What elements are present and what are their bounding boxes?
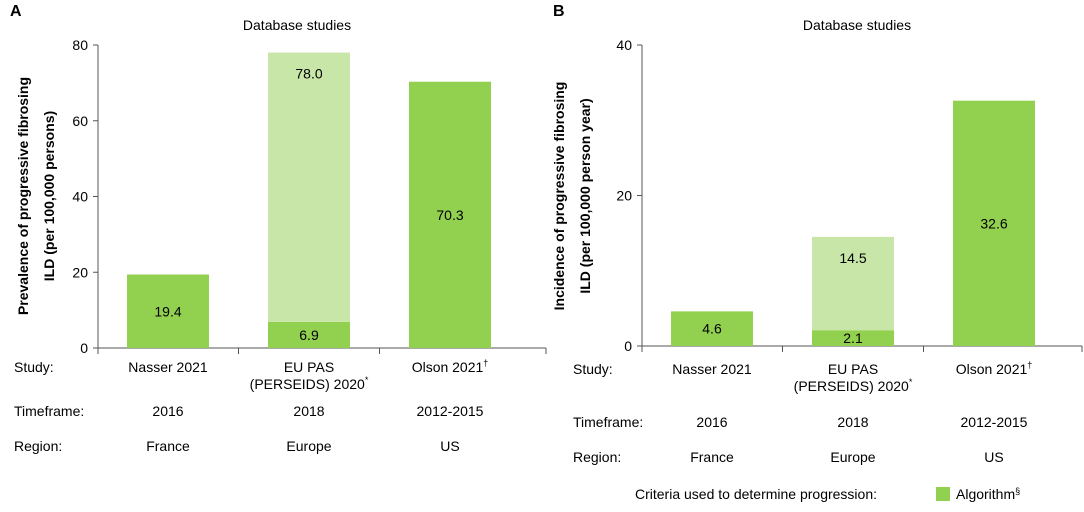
- bar-segment: [268, 52, 350, 322]
- chart-title: Database studies: [803, 17, 911, 33]
- timeframe-label: 2012-2015: [961, 414, 1028, 430]
- legend-item-sup: §: [1015, 486, 1020, 496]
- x-category-label: Nasser 2021: [672, 361, 752, 377]
- study-label-line2: (PERSEIDS) 2020: [794, 378, 909, 394]
- bar-segment: [812, 330, 894, 346]
- row-label-region: Region:: [573, 449, 621, 465]
- x-category-label: EU PAS (PERSEIDS) 2020*: [250, 359, 369, 392]
- legend-item-label: Algorithm: [956, 486, 1015, 502]
- y-tick-label: 20: [72, 264, 88, 280]
- data-label: 14.5: [839, 250, 866, 266]
- x-category-label: Nasser 2021: [128, 359, 208, 375]
- study-label: Nasser 2021: [672, 361, 752, 377]
- region-label: France: [146, 438, 190, 454]
- y-tick-label: 40: [72, 189, 88, 205]
- study-label-line1: EU PAS: [828, 361, 878, 377]
- region-label: France: [690, 449, 734, 465]
- study-label-sup: *: [909, 377, 913, 387]
- chart-title: Database studies: [243, 17, 351, 33]
- legend-swatch-algorithm: [936, 487, 950, 501]
- timeframe-label: 2018: [837, 414, 868, 430]
- region-label: US: [440, 438, 459, 454]
- row-label-timeframe: Timeframe:: [573, 414, 643, 430]
- timeframe-label: 2018: [293, 403, 324, 419]
- region-label: Europe: [286, 438, 331, 454]
- study-label: Olson 2021: [956, 361, 1028, 377]
- data-label: 19.4: [154, 303, 181, 319]
- y-axis-label: Incidence of progressive fibrosing ILD (p…: [551, 82, 593, 311]
- panel-letter: B: [553, 3, 565, 20]
- x-category-label: Olson 2021†: [412, 358, 489, 375]
- bar-segment: [127, 274, 209, 348]
- row-label-study: Study:: [14, 359, 54, 375]
- row-label-study: Study:: [573, 361, 613, 377]
- bar-segment: [671, 311, 753, 346]
- legend: Criteria used to determine progression: …: [635, 486, 1020, 502]
- study-label-line1: EU PAS: [284, 359, 334, 375]
- panel-a: A Database studies Prevalence of progressi…: [10, 3, 547, 454]
- panel-letter: A: [10, 3, 22, 20]
- data-label: 2.1: [843, 330, 863, 346]
- data-label: 32.6: [980, 215, 1007, 231]
- y-axis-label-line2: ILD (per 100,000 persons): [41, 111, 57, 281]
- y-axis-label-line1: Prevalence of progressive fibrosing: [15, 77, 31, 315]
- y-axis-label-line1: Incidence of progressive fibrosing: [551, 82, 567, 311]
- y-tick-label: 80: [72, 37, 88, 53]
- y-axis-label-line2: ILD (per 100,000 person year): [577, 98, 593, 293]
- data-label: 78.0: [295, 66, 322, 82]
- study-label-sup: †: [1027, 360, 1032, 370]
- study-label-line2: (PERSEIDS) 2020: [250, 376, 365, 392]
- legend-label-algorithm: Algorithm§: [956, 486, 1020, 502]
- legend-caption: Criteria used to determine progression:: [635, 486, 877, 502]
- data-label: 4.6: [702, 321, 722, 337]
- panel-b: B Database studies Incidence of progressiv…: [551, 3, 1083, 465]
- y-tick-label: 20: [616, 188, 632, 204]
- study-label: Olson 2021: [412, 359, 484, 375]
- study-label-sup: *: [365, 375, 369, 385]
- row-label-timeframe: Timeframe:: [14, 403, 84, 419]
- y-axis-label: Prevalence of progressive fibrosing ILD (…: [15, 77, 57, 315]
- data-label: 6.9: [299, 327, 319, 343]
- timeframe-label: 2016: [696, 414, 727, 430]
- bar-segment: [268, 321, 350, 348]
- x-category-label: EU PAS (PERSEIDS) 2020*: [794, 361, 913, 394]
- timeframe-label: 2012-2015: [417, 403, 484, 419]
- region-label: Europe: [830, 449, 875, 465]
- study-label-sup: †: [483, 358, 488, 368]
- y-tick-label: 40: [616, 37, 632, 53]
- row-label-region: Region:: [14, 438, 62, 454]
- bar-segment: [812, 236, 894, 331]
- y-tick-label: 0: [80, 340, 88, 356]
- study-label: Nasser 2021: [128, 359, 208, 375]
- timeframe-label: 2016: [152, 403, 183, 419]
- region-label: US: [984, 449, 1003, 465]
- bar-segment: [953, 100, 1035, 346]
- x-category-label: Olson 2021†: [956, 360, 1033, 377]
- data-label: 70.3: [436, 207, 463, 223]
- y-tick-label: 60: [72, 113, 88, 129]
- y-tick-label: 0: [624, 338, 632, 354]
- bar-segment: [409, 81, 491, 349]
